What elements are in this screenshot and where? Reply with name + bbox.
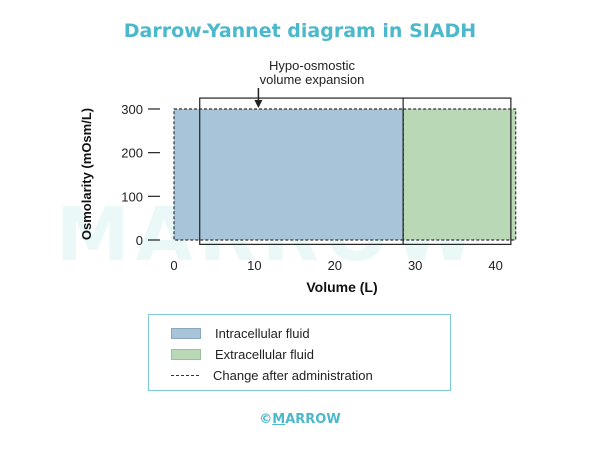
copyright-symbol: © bbox=[259, 412, 273, 427]
region-ecf bbox=[402, 108, 517, 241]
legend: Intracellular fluid Extracellular fluid … bbox=[148, 314, 451, 391]
region-icf bbox=[173, 108, 404, 241]
icf-swatch bbox=[171, 327, 201, 339]
legend-label-ecf: Extracellular fluid bbox=[215, 346, 314, 362]
y-tick-label-0: 0 bbox=[136, 233, 143, 248]
x-tick-label-40: 40 bbox=[488, 258, 502, 273]
diagram-title: Darrow-Yannet diagram in SIADH bbox=[123, 20, 477, 42]
y-axis-label: Osmolarity (mOsm/L) bbox=[79, 108, 94, 240]
x-tick-label-10: 10 bbox=[247, 258, 261, 273]
ecf-swatch bbox=[171, 348, 201, 360]
annotation-line2: volume expansion bbox=[260, 72, 365, 87]
y-tick-label-100: 100 bbox=[121, 189, 143, 204]
x-tick-label-30: 30 bbox=[408, 258, 422, 273]
dashed-line-swatch bbox=[171, 374, 199, 376]
legend-label-icf: Intracellular fluid bbox=[215, 325, 310, 341]
x-tick-label-0: 0 bbox=[170, 258, 177, 273]
footer-logo: ©MARROW bbox=[0, 412, 600, 427]
logo-letter: M bbox=[272, 412, 286, 427]
logo-rest: ARROW bbox=[285, 412, 341, 427]
annotation-arrowhead bbox=[254, 100, 263, 108]
legend-item-change: Change after administration bbox=[171, 366, 373, 384]
y-tick-label-200: 200 bbox=[121, 146, 143, 161]
x-tick-label-20: 20 bbox=[328, 258, 342, 273]
y-tick-label-300: 300 bbox=[121, 102, 143, 117]
x-axis-label: Volume (L) bbox=[306, 279, 377, 295]
legend-item-ecf: Extracellular fluid bbox=[171, 345, 314, 363]
annotation-line1: Hypo-osmostic bbox=[269, 58, 355, 73]
legend-item-icf: Intracellular fluid bbox=[171, 324, 310, 342]
original-state-box bbox=[199, 97, 512, 245]
legend-label-change: Change after administration bbox=[213, 367, 373, 383]
